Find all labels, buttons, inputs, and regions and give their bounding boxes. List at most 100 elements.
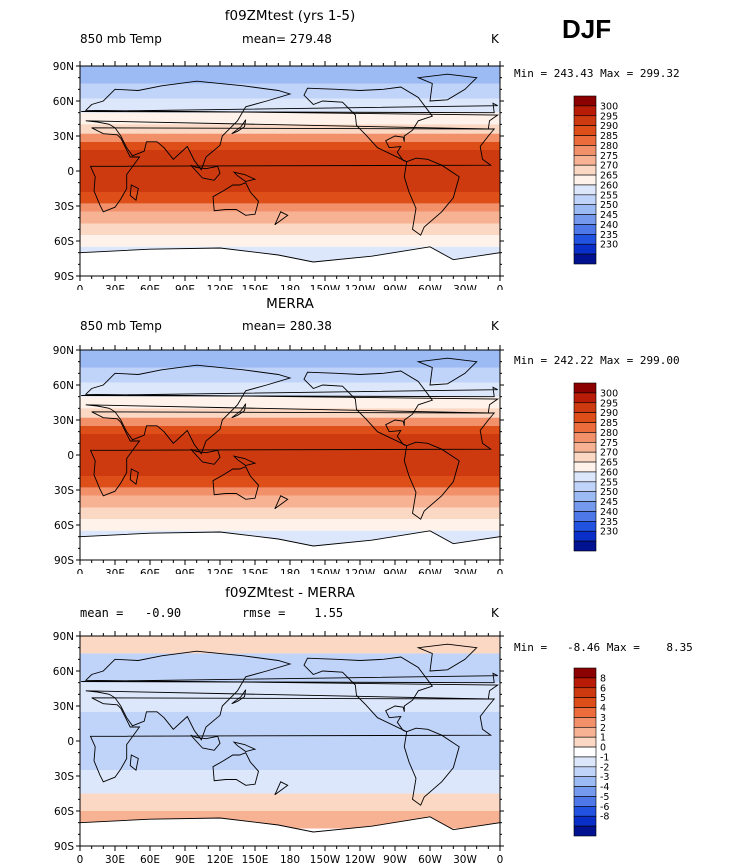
coastline-greenland — [416, 73, 478, 102]
panel-title: f09ZMtest (yrs 1-5) — [224, 8, 356, 24]
colorbar-swatch — [573, 125, 597, 136]
colorbar-swatch — [573, 756, 597, 768]
colorbar-swatch — [573, 451, 597, 463]
min-max-label: Min = -8.46 Max = 8.35 — [514, 641, 693, 654]
coastline-greenland — [416, 643, 478, 672]
shading-band — [80, 350, 500, 368]
colorbar-swatch — [573, 461, 597, 473]
colorbar-swatch — [573, 815, 597, 827]
colorbar-swatch — [573, 726, 597, 738]
shading-band — [80, 793, 500, 811]
field-shading — [80, 66, 500, 276]
lat-label: 30N — [53, 701, 74, 713]
coastline-africa — [89, 697, 496, 783]
coastline-madagascar — [129, 468, 139, 486]
shading-band — [80, 396, 500, 409]
coastline-new_zealand — [274, 781, 289, 796]
shading-band — [80, 133, 500, 142]
min-max-label: Min = 243.43 Max = 299.32 — [514, 67, 680, 80]
coastline-new_zealand — [274, 495, 289, 510]
colorbar-label: 235 — [600, 230, 618, 241]
lat-label: 90N — [53, 631, 74, 643]
colorbar-label: 295 — [600, 111, 618, 122]
shading-band — [80, 434, 500, 476]
coastline-madagascar — [129, 754, 139, 772]
coastline-japan — [231, 403, 247, 419]
coastline-s_america — [403, 157, 460, 236]
colorbar-swatch — [573, 135, 597, 146]
coastline-greenland — [416, 357, 478, 386]
colorbar-swatch — [573, 214, 597, 225]
shading-band — [80, 211, 500, 224]
colorbar-label: 270 — [600, 161, 618, 172]
coastline-uk — [81, 386, 498, 398]
coastline-s_america — [403, 727, 460, 806]
colorbar-label: 300 — [600, 101, 618, 112]
lon-label: 30W — [453, 854, 477, 864]
lon-label: 120E — [207, 568, 234, 574]
shading-band — [80, 141, 500, 150]
colorbar-label: 270 — [600, 448, 618, 459]
lat-label: 0 — [67, 736, 74, 748]
colorbar-label: 4 — [600, 703, 606, 714]
colorbar-label: 6 — [600, 683, 606, 694]
colorbar-label: 285 — [600, 418, 618, 429]
lon-label: 120W — [345, 854, 376, 864]
colorbar-label: 255 — [600, 477, 618, 488]
coastline-n_america — [303, 86, 434, 163]
colorbar-label: 290 — [600, 408, 618, 419]
colorbar-label: 230 — [600, 527, 618, 538]
colorbar-swatch — [573, 184, 597, 196]
shading-band — [80, 507, 500, 520]
colorbar-label: 285 — [600, 131, 618, 142]
colorbar-1: 3002952902852802752702652602552502452402… — [573, 95, 618, 265]
lon-label: 120W — [345, 568, 376, 574]
colorbar-swatch — [573, 736, 597, 748]
colorbar-swatch — [573, 687, 597, 698]
colorbar-label: 5 — [600, 693, 606, 704]
colorbar-label: 2 — [600, 723, 606, 734]
colorbar-swatch — [573, 511, 597, 522]
colorbar-label: -4 — [600, 782, 609, 793]
colorbar-label: 300 — [600, 388, 618, 399]
colorbar-swatch — [573, 677, 597, 689]
colorbar-swatch — [573, 402, 597, 413]
colorbar-swatch — [573, 766, 597, 778]
shading-band — [80, 98, 500, 113]
colorbar-label: -5 — [600, 792, 609, 803]
shading-band — [80, 192, 500, 204]
coastline-africa — [89, 411, 496, 497]
shading-band — [80, 425, 500, 434]
colorbar-label: 235 — [600, 517, 618, 528]
lon-label: 60W — [418, 284, 442, 290]
colorbar-swatch — [573, 825, 597, 837]
coastline-madagascar — [129, 184, 139, 202]
shading-band — [80, 476, 500, 488]
lat-label: 0 — [67, 166, 74, 178]
coastline-new_guinea — [232, 171, 257, 182]
colorbar-label: 3 — [600, 713, 606, 724]
lon-label: 30W — [453, 568, 477, 574]
lat-label: 90N — [53, 61, 74, 73]
coastline-new_guinea — [232, 741, 257, 752]
colorbar-swatch — [573, 432, 597, 443]
colorbar-swatch — [573, 717, 597, 728]
colorbar-swatch — [573, 422, 597, 433]
shading-band — [80, 408, 500, 418]
colorbar-label: 260 — [600, 180, 618, 191]
units-label: K — [491, 319, 499, 333]
colorbar-swatch — [573, 806, 597, 817]
colorbar-label: 290 — [600, 121, 618, 132]
colorbar-swatch — [573, 521, 597, 532]
coastlines — [79, 643, 501, 847]
lat-label: 30N — [53, 415, 74, 427]
shading-band — [80, 382, 500, 397]
colorbar-swatch — [573, 540, 597, 552]
colorbar-swatch — [573, 174, 597, 186]
panel-title: f09ZMtest - MERRA — [225, 585, 355, 601]
colorbar-label: -1 — [600, 752, 609, 763]
lon-label: 30E — [105, 568, 125, 574]
field-shading — [80, 350, 500, 560]
colorbar-label: 250 — [600, 487, 618, 498]
colorbar-swatch — [573, 667, 597, 679]
